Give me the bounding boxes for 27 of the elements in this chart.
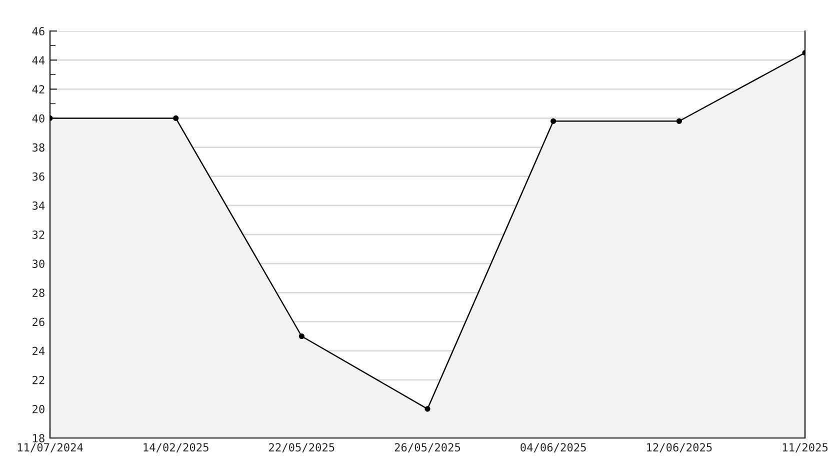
x-tick-label: 12/06/2025: [647, 443, 712, 452]
y-tick-label: 38: [32, 143, 44, 152]
y-tick-label: 28: [32, 288, 44, 298]
point: [298, 333, 304, 340]
y-tick-label: 20: [32, 404, 44, 414]
y-tick-label: 22: [32, 376, 44, 384]
y-tick-label: 24: [32, 346, 45, 356]
x-tick-label: 11/2025: [782, 443, 828, 452]
x-tick-label: 04/06/2025: [520, 443, 586, 452]
y-tick-label: 18: [33, 434, 44, 442]
x-tick-label: 14/02/2025: [144, 443, 208, 452]
y-tick-label: 36: [32, 172, 44, 181]
y-tick-label: 40: [32, 114, 44, 123]
y-tick-label: 26: [32, 318, 44, 326]
y-tick-label: 42: [32, 85, 44, 94]
y-tick-label: 44: [32, 56, 45, 64]
point: [173, 115, 179, 121]
point: [676, 118, 682, 124]
y-tick-label: 34: [32, 201, 45, 210]
point: [424, 406, 430, 412]
y-tick-label: 32: [32, 230, 44, 239]
x-tick-label: 11/07/2024: [18, 443, 83, 452]
y-tick-label: 46: [32, 27, 44, 36]
x-tick-label: 22/05/2025: [269, 443, 334, 452]
x-tick-label: 26/05/2025: [394, 443, 460, 452]
point: [550, 118, 556, 124]
y-tick-label: 30: [32, 260, 44, 268]
